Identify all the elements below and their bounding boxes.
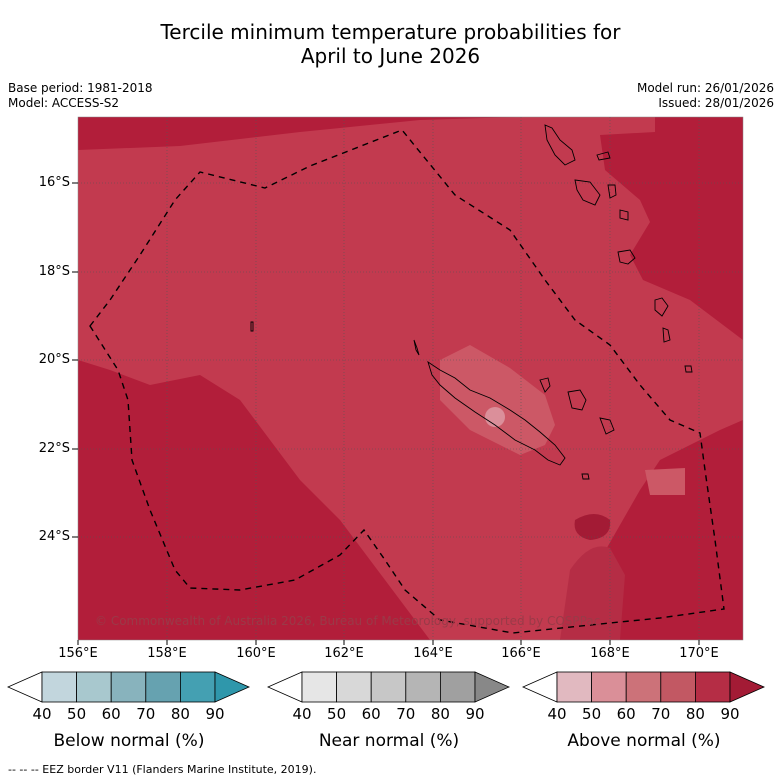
lat-label-18s: 18°S (38, 264, 70, 279)
colorbar-near-segment (405, 671, 441, 703)
prob-blob-south (560, 546, 625, 640)
chart-title-line2: April to June 2026 (300, 44, 481, 68)
prob-region-50-60 (485, 407, 505, 427)
colorbar-below-segment (41, 671, 77, 703)
colorbar-below-tick: 80 (170, 705, 190, 723)
colorbar-above-segment (591, 671, 627, 703)
colorbar-below-extend-high (214, 671, 250, 703)
colorbar-above-extend-high (729, 671, 765, 703)
colorbar-below-tick: 50 (67, 705, 87, 723)
model-run: Model run: 26/01/2026 (636, 81, 774, 95)
lat-label-24s: 24°S (38, 529, 70, 544)
colorbar-below-segment (179, 671, 216, 703)
colorbar-below-segment (110, 671, 147, 703)
model-name: Model: ACCESS-S2 (8, 96, 120, 110)
lat-label-22s: 22°S (38, 441, 70, 456)
lon-label-164e: 164°E (413, 646, 453, 661)
prob-region-60-70-east (645, 468, 685, 495)
colorbar-above-tick: 80 (685, 705, 705, 723)
lat-label-16s: 16°S (38, 175, 70, 190)
colorbar-above-tick: 50 (582, 705, 602, 723)
colorbar-above (522, 671, 765, 703)
probability-map (78, 117, 743, 640)
colorbar-near-segment (336, 671, 372, 703)
colorbar-above-segment (556, 671, 592, 703)
lon-label-156e: 156°E (58, 646, 98, 661)
base-period: Base period: 1981-2018 (8, 81, 153, 95)
colorbar-below-tick: 40 (32, 705, 52, 723)
colorbar-near-extend-low (267, 671, 303, 703)
colorbar-above-tick: 40 (547, 705, 567, 723)
colorbar-above-tick: 60 (616, 705, 636, 723)
colorbar-near-segment (439, 671, 476, 703)
prob-region-70-80 (78, 117, 743, 640)
lon-label-168e: 168°E (590, 646, 630, 661)
colorbar-above-tick: 90 (720, 705, 740, 723)
colorbar-above-extend-low (522, 671, 558, 703)
colorbar-near-segment (301, 671, 337, 703)
colorbar-near-tick: 70 (396, 705, 416, 723)
colorbar-above-segment (625, 671, 662, 703)
colorbar-below-extend-low (7, 671, 43, 703)
colorbar-near-tick: 60 (361, 705, 381, 723)
new-caledonia (427, 360, 566, 466)
lon-label-170e: 170°E (679, 646, 719, 661)
chart-title-line1: Tercile minimum temperature probabilitie… (160, 20, 621, 44)
colorbar-near-extend-high (474, 671, 510, 703)
colorbar-near (267, 671, 510, 703)
colorbar-near-label: Near normal (%) (318, 731, 460, 751)
colorbar-near-tick: 80 (430, 705, 450, 723)
colorbar-below (7, 671, 250, 703)
lon-label-160e: 160°E (236, 646, 276, 661)
eez-footer-note: -- -- -- EEZ border V11 (Flanders Marine… (8, 763, 317, 776)
axis-ticks (72, 182, 700, 645)
colorbar-below-segment (145, 671, 181, 703)
colorbar-above-label: Above normal (%) (567, 731, 721, 751)
copyright-note: © Commonwealth of Australia 2026, Bureau… (95, 614, 601, 628)
colorbar-near-tick: 90 (465, 705, 485, 723)
colorbar-above-segment (660, 671, 696, 703)
lon-label-166e: 166°E (501, 646, 541, 661)
colorbar-near-segment (370, 671, 407, 703)
lat-label-20s: 20°S (38, 352, 70, 367)
colorbar-above-tick: 70 (651, 705, 671, 723)
colorbar-below-tick: 60 (101, 705, 121, 723)
colorbar-below-label: Below normal (%) (53, 731, 205, 751)
lon-label-162e: 162°E (324, 646, 364, 661)
colorbar-below-segment (76, 671, 112, 703)
colorbar-below-tick: 70 (136, 705, 156, 723)
eez-border (89, 129, 725, 634)
lon-label-158e: 158°E (147, 646, 187, 661)
colorbar-above-segment (695, 671, 731, 703)
colorbar-near-tick: 50 (327, 705, 347, 723)
graticule (78, 117, 743, 640)
coastlines (250, 124, 693, 480)
colorbar-near-tick: 40 (292, 705, 312, 723)
map-frame (77, 116, 744, 641)
prob-region-60-70 (440, 345, 555, 455)
vanuatu-north (544, 124, 576, 166)
issued-date: Issued: 28/01/2026 (658, 96, 774, 110)
prob-blob-dark (574, 514, 611, 540)
colorbar-below-tick: 90 (205, 705, 225, 723)
